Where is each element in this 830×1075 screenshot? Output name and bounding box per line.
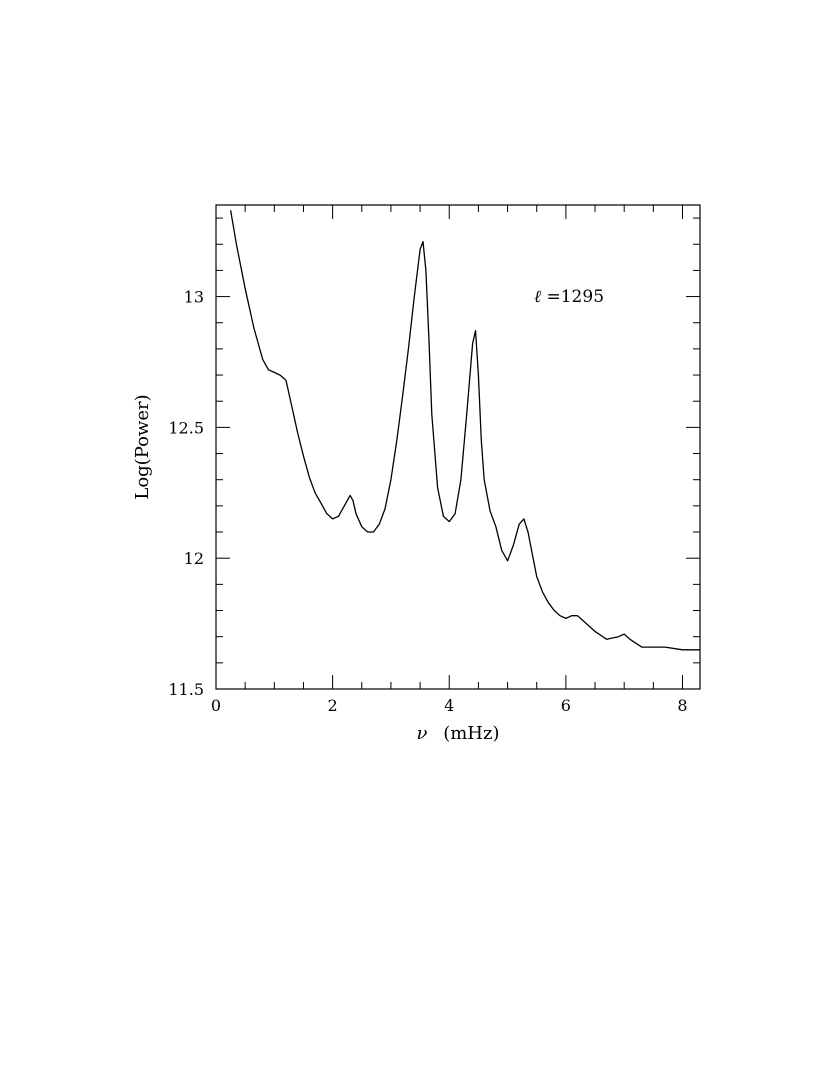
y-tick-label: 12.5 [168,418,204,437]
x-tick-label: 8 [677,696,687,715]
y-tick-label: 12 [184,549,204,568]
x-tick-label: 0 [211,696,221,715]
power-spectrum-line [229,210,700,651]
tick-marks [215,205,700,690]
y-axis-title: Log(Power) [132,394,153,499]
series-group [229,210,700,651]
x-tick-label: 2 [328,696,338,715]
degree-symbol: ℓ [534,287,541,307]
x-axis-symbol: ν [417,723,428,744]
plot-frame [215,204,701,690]
degree-value: =1295 [547,287,605,307]
x-tick-label: 6 [561,696,571,715]
tick-labels: 0 2 4 6 8 11.5 12 12.5 13 [168,288,687,715]
y-tick-label: 13 [184,288,204,307]
degree-annotation: ℓ =1295 [534,287,604,307]
x-axis-unit: (mHz) [443,723,499,744]
x-tick-label: 4 [444,696,454,715]
x-axis-title: ν (mHz) [417,723,500,744]
y-tick-label: 11.5 [168,680,204,699]
